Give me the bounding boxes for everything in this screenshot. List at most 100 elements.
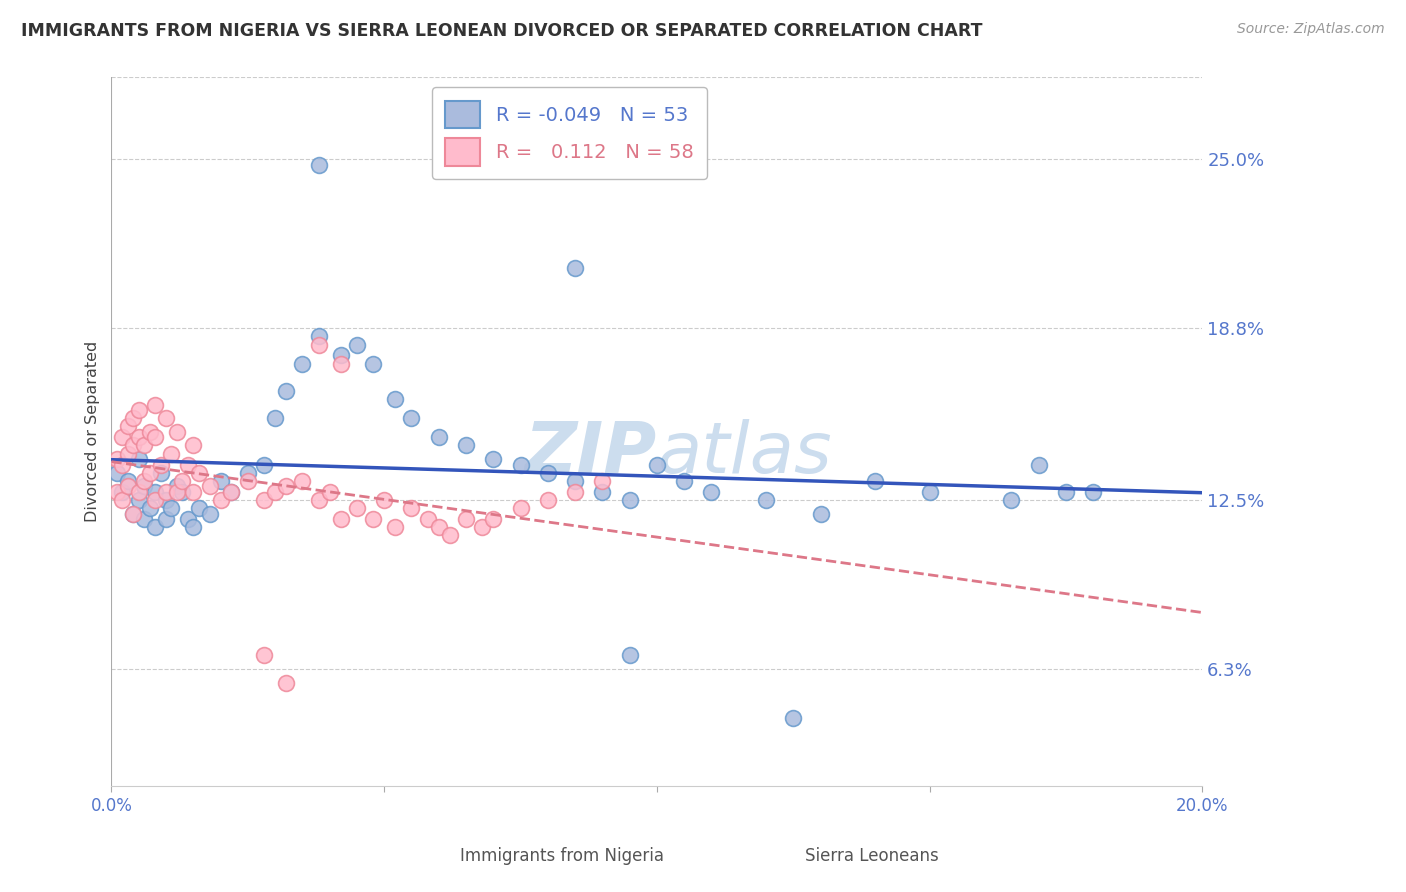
Point: [439, 528, 461, 542]
Point: [143, 430, 166, 444]
Point: [117, 479, 139, 493]
Point: [619, 648, 641, 663]
Point: [346, 337, 368, 351]
Point: [1028, 458, 1050, 472]
Point: [253, 458, 276, 472]
Point: [122, 507, 145, 521]
Point: [619, 492, 641, 507]
Point: [253, 648, 276, 663]
Point: [755, 492, 778, 507]
Point: [236, 466, 259, 480]
Point: [700, 484, 723, 499]
Point: [111, 492, 134, 507]
Point: [329, 349, 352, 363]
Point: [122, 411, 145, 425]
Y-axis label: Divorced or Separated: Divorced or Separated: [86, 341, 100, 523]
Point: [384, 520, 406, 534]
Point: [591, 484, 613, 499]
Point: [291, 474, 314, 488]
Point: [105, 452, 128, 467]
Point: [128, 492, 150, 507]
Point: [166, 425, 188, 439]
Point: [537, 492, 560, 507]
Point: [1083, 484, 1105, 499]
Point: [181, 520, 204, 534]
Point: [128, 403, 150, 417]
Point: [143, 492, 166, 507]
Point: [111, 430, 134, 444]
Point: [143, 484, 166, 499]
Point: [138, 501, 160, 516]
Point: [122, 507, 145, 521]
Point: [128, 452, 150, 467]
Point: [482, 512, 505, 526]
Point: [416, 512, 439, 526]
Point: [149, 466, 172, 480]
Point: [308, 329, 330, 343]
Text: Source: ZipAtlas.com: Source: ZipAtlas.com: [1237, 22, 1385, 37]
Point: [105, 484, 128, 499]
Point: [172, 484, 194, 499]
Point: [564, 484, 586, 499]
Point: [384, 392, 406, 406]
Point: [221, 484, 243, 499]
Point: [564, 261, 586, 276]
Point: [291, 357, 314, 371]
Point: [128, 484, 150, 499]
Point: [117, 474, 139, 488]
Point: [209, 492, 232, 507]
Point: [177, 458, 200, 472]
Point: [509, 501, 531, 516]
Point: [918, 484, 941, 499]
Point: [117, 419, 139, 434]
Point: [198, 507, 221, 521]
Point: [111, 484, 134, 499]
Point: [172, 474, 194, 488]
Point: [253, 492, 276, 507]
Point: [346, 501, 368, 516]
Point: [134, 479, 156, 493]
Point: [155, 492, 177, 507]
Point: [274, 384, 297, 398]
Point: [134, 512, 156, 526]
Point: [155, 512, 177, 526]
Point: [128, 430, 150, 444]
Point: [401, 501, 423, 516]
Point: [117, 447, 139, 461]
Point: [673, 474, 696, 488]
Point: [782, 711, 804, 725]
Point: [454, 438, 477, 452]
Point: [181, 484, 204, 499]
Point: [537, 466, 560, 480]
Point: [166, 484, 188, 499]
Point: [143, 398, 166, 412]
Point: [181, 438, 204, 452]
Point: [361, 357, 384, 371]
Point: [1000, 492, 1022, 507]
Point: [264, 411, 287, 425]
Point: [160, 501, 183, 516]
Point: [591, 474, 613, 488]
Text: Sierra Leoneans: Sierra Leoneans: [804, 847, 939, 865]
Point: [149, 458, 172, 472]
Point: [143, 520, 166, 534]
Point: [564, 474, 586, 488]
Point: [187, 501, 209, 516]
Point: [373, 492, 395, 507]
Point: [509, 458, 531, 472]
Point: [134, 438, 156, 452]
Point: [427, 430, 450, 444]
Point: [155, 411, 177, 425]
Point: [810, 507, 832, 521]
Point: [308, 158, 330, 172]
Text: ZIP: ZIP: [524, 418, 657, 488]
Point: [236, 474, 259, 488]
Point: [177, 512, 200, 526]
Point: [863, 474, 886, 488]
Point: [122, 438, 145, 452]
Point: [471, 520, 494, 534]
Point: [401, 411, 423, 425]
Point: [187, 466, 209, 480]
Point: [482, 452, 505, 467]
Point: [111, 458, 134, 472]
